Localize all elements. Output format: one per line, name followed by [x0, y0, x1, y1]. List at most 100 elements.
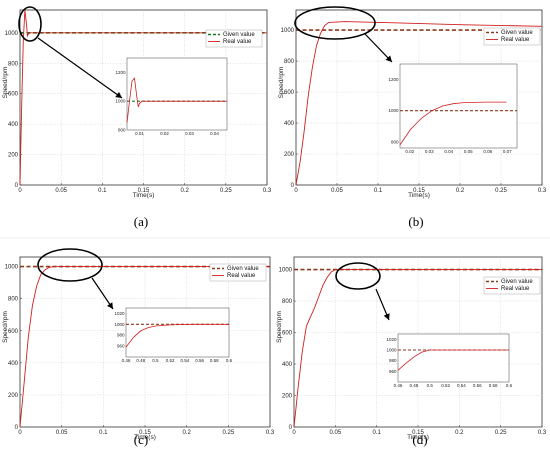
inset-y-tick-label: 800 — [391, 139, 399, 144]
x-axis-label: Time(s) — [407, 434, 429, 441]
panel-caption: (c) — [134, 432, 148, 447]
inset-x-tick-label: 0.6 — [226, 358, 233, 363]
legend-label: Given value — [501, 30, 533, 36]
inset-y-tick-label: 1020 — [386, 337, 397, 342]
legend-label: Real value — [223, 39, 252, 45]
y-axis-label: Speed/rpm — [2, 311, 9, 343]
y-tick-label: 1000 — [279, 268, 293, 274]
inset-x-tick-label: 0.5 — [152, 358, 159, 363]
y-tick-label: 1000 — [5, 265, 19, 271]
panel-a: 0 0.05 0.1 0.15 0.2 0.25 0.3 0 200 400 600 800 1000 T… — [2, 6, 272, 229]
inset-x-tick-label: 0.46 — [394, 383, 403, 388]
y-tick-label: 800 — [284, 59, 295, 65]
zoom-ellipse — [18, 6, 42, 42]
y-tick-label: 1000 — [5, 31, 19, 37]
zoom-ellipse — [335, 262, 381, 290]
x-tick-label: 0.15 — [412, 430, 424, 436]
real-value-line — [293, 269, 542, 428]
y-axis-label: Speed/rpm — [276, 311, 283, 343]
inset-x-tick-label: 0.52 — [166, 358, 175, 363]
real-value-line — [19, 266, 270, 428]
y-tick-label: 0 — [15, 183, 19, 189]
x-tick-label: 0.2 — [456, 188, 465, 194]
inset: 0.46 0.48 0.5 0.52 0.54 0.56 0.58 0.6 960 980 1000… — [386, 333, 513, 388]
panel-d: 0 0.05 0.1 0.15 0.2 0.25 0.3 0 200 400 600 800 1000 T… — [276, 256, 547, 447]
inset: 0.02 0.03 0.04 0.05 0.06 0.07 800 1000 1200 — [388, 63, 518, 154]
y-tick-label: 800 — [8, 297, 19, 303]
inset-y-tick-label: 1000 — [388, 108, 399, 113]
x-tick-label: 0.3 — [263, 188, 272, 194]
inset-y-tick-label: 1000 — [386, 348, 397, 353]
zoom-arrow-head — [106, 302, 113, 309]
y-tick-label: 600 — [284, 90, 295, 96]
inset-x-tick-label: 0.52 — [441, 383, 450, 388]
panel-b: 0 0.05 0.1 0.15 0.2 0.25 0.3 0 200 400 600 800 1000 T… — [278, 6, 547, 229]
inset: 0.01 0.02 0.03 0.04 800 1000 1200 — [115, 57, 228, 136]
y-tick-label: 400 — [8, 122, 19, 128]
inset-x-tick-label: 0.56 — [473, 383, 482, 388]
zoom-arrow-shaft — [364, 33, 393, 63]
y-tick-label: 200 — [282, 394, 293, 400]
zoom-arrow-head — [383, 313, 390, 320]
y-tick-label: 400 — [8, 361, 19, 367]
inset-real-line — [126, 77, 227, 123]
inset-y-tick-label: 980 — [117, 333, 125, 338]
x-tick-label: 0.15 — [413, 188, 425, 194]
y-tick-label: 1000 — [281, 28, 295, 34]
y-tick-label: 600 — [8, 92, 19, 98]
y-tick-label: 600 — [282, 331, 293, 337]
x-tick-label: 0.3 — [266, 430, 275, 436]
x-tick-label: 0.25 — [495, 188, 507, 194]
inset-x-tick-label: 0.54 — [180, 358, 189, 363]
inset-x-tick-label: 0.06 — [483, 149, 492, 154]
x-tick-label: 0.3 — [538, 188, 547, 194]
inset-x-tick-label: 0.58 — [210, 358, 219, 363]
y-tick-label: 200 — [284, 152, 295, 158]
legend-label: Real value — [227, 273, 256, 279]
x-axis-label: Time(s) — [134, 434, 156, 441]
inset-y-tick-label: 960 — [389, 369, 397, 374]
inset-x-tick-label: 0.6 — [506, 383, 513, 388]
y-tick-label: 800 — [282, 299, 293, 305]
x-tick-label: 0.25 — [495, 430, 507, 436]
x-tick-label: 0.05 — [329, 430, 341, 436]
legend-label: Given value — [223, 32, 255, 38]
x-tick-label: 0.1 — [374, 188, 383, 194]
inset-y-tick-label: 1000 — [114, 322, 125, 327]
inset-x-tick-label: 0.02 — [405, 149, 414, 154]
real-value-line — [19, 9, 267, 186]
legend-label: Given value — [501, 279, 533, 285]
inset-real-line — [125, 323, 229, 348]
panel-caption: (b) — [408, 214, 423, 229]
x-tick-label: 0.25 — [220, 188, 232, 194]
legend-label: Real value — [501, 286, 530, 292]
inset-frame — [399, 63, 518, 149]
inset-x-tick-label: 0.03 — [185, 131, 194, 136]
x-tick-label: 0.2 — [455, 430, 464, 436]
inset-frame — [397, 333, 510, 383]
y-tick-label: 400 — [282, 362, 293, 368]
x-tick-label: 0.05 — [331, 188, 343, 194]
inset-x-tick-label: 0.48 — [136, 358, 145, 363]
x-tick-label: 0.1 — [98, 188, 107, 194]
legend-label: Given value — [227, 266, 259, 272]
x-tick-label: 0.2 — [180, 188, 189, 194]
y-tick-label: 0 — [289, 425, 293, 431]
y-tick-label: 0 — [15, 425, 19, 431]
x-tick-label: 0.3 — [538, 430, 547, 436]
x-axis-label: Time(s) — [408, 192, 430, 199]
zoom-arrow-shaft — [37, 37, 123, 99]
inset-y-tick-label: 1200 — [115, 70, 126, 75]
inset-x-tick-label: 0.5 — [427, 383, 434, 388]
panel-c: 0 0.05 0.1 0.15 0.2 0.25 0.3 0 200 400 600 800 1000 T… — [2, 248, 275, 447]
x-tick-label: 0.25 — [222, 430, 234, 436]
real-value-line — [295, 21, 543, 186]
inset: 0.46 0.48 0.5 0.52 0.54 0.56 0.58 0.6 960 980 1000… — [114, 307, 233, 363]
panel-caption: (a) — [134, 214, 148, 229]
legend-label: Real value — [501, 37, 530, 43]
y-axis-label: Speed/rpm — [2, 67, 9, 99]
zoom-arrow-shaft — [91, 277, 114, 310]
